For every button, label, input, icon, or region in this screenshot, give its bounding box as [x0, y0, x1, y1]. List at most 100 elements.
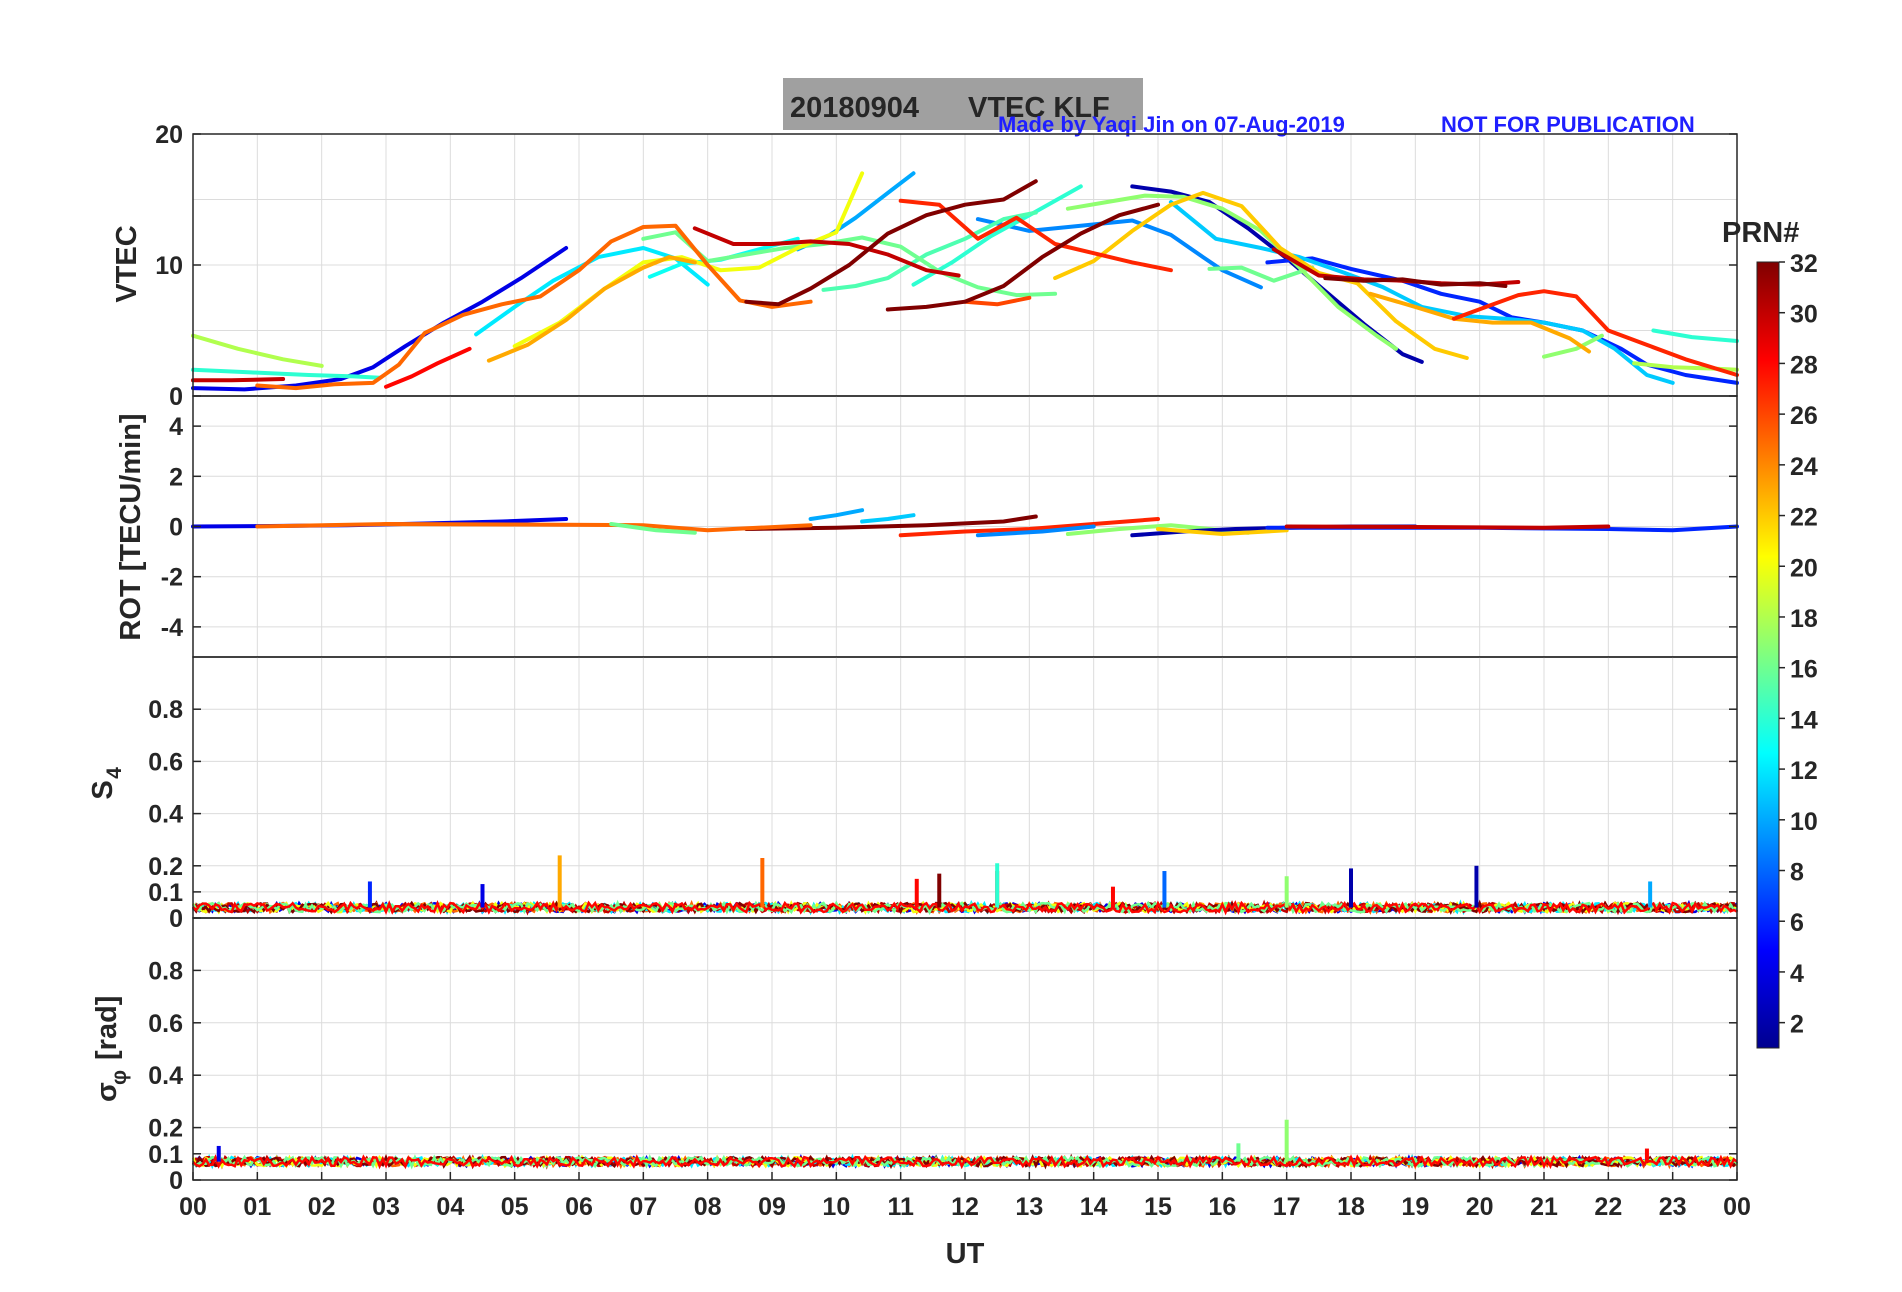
- series-line-prn-23: [1368, 291, 1591, 354]
- series-line-prn-16: [609, 522, 697, 535]
- x-tick-label: 04: [436, 1193, 464, 1221]
- series-line-prn-11: [860, 513, 916, 524]
- series-line-prn-15: [821, 210, 1038, 292]
- svg-text:S: S: [87, 780, 119, 799]
- y-tick-label: 0.4: [148, 1062, 183, 1090]
- series-line-prn-30: [1284, 524, 1611, 530]
- sigma-series: [191, 1119, 1739, 1170]
- series-line-prn-23: [486, 255, 697, 363]
- series-line-prn-14: [1651, 328, 1739, 343]
- x-tick-label: 00: [1723, 1193, 1751, 1221]
- x-axis-ticks: 00 01 02 03 04 05 06 07 08 09 10 11 12 13 14 15 16 17 18 19…: [179, 1172, 1751, 1221]
- y-tick-label: -4: [161, 614, 183, 642]
- series-line-prn-26: [963, 295, 1032, 307]
- x-tick-label: 12: [951, 1193, 979, 1221]
- rot-y-ticks: -4 -2 0 2 4: [161, 413, 1737, 642]
- colorbar-tick-label: 32: [1790, 250, 1818, 278]
- baseline-trace-prn-28: [192, 899, 1738, 916]
- series-line-prn-32: [1323, 276, 1508, 288]
- x-tick-label: 21: [1530, 1193, 1558, 1221]
- x-tick-label: 23: [1659, 1193, 1687, 1221]
- y-tick-label: 2: [169, 463, 183, 491]
- s4-ylabel: S 4: [87, 767, 126, 800]
- x-tick-label: 19: [1401, 1193, 1429, 1221]
- x-tick-label: 09: [758, 1193, 786, 1221]
- rot-ylabel: ROT [TECU/min]: [115, 413, 147, 640]
- x-tick-label: 15: [1144, 1193, 1172, 1221]
- y-tick-label: 0: [169, 514, 183, 542]
- x-tick-label: 08: [694, 1193, 722, 1221]
- x-tick-label: 14: [1080, 1193, 1108, 1221]
- vtec-ylabel: VTEC: [111, 225, 143, 302]
- x-tick-label: 07: [629, 1193, 657, 1221]
- x-tick-label: 16: [1208, 1193, 1236, 1221]
- series-line-prn-32: [744, 179, 1038, 307]
- colorbar-tick-label: 30: [1790, 301, 1818, 329]
- x-tick-label: 02: [308, 1193, 336, 1221]
- series-line-prn-17: [1065, 193, 1398, 351]
- sigma-ylabel: σ φ [rad]: [91, 996, 131, 1102]
- colorbar-tick-label: 14: [1790, 706, 1818, 734]
- s4-y-ticks: 00.10.2 0.4 0.6 0.8: [148, 696, 1737, 933]
- svg-text:φ: φ: [108, 1070, 131, 1085]
- series-line-prn-30: [692, 226, 961, 278]
- series-line-prn-9: [975, 217, 1263, 290]
- title-label: VTEC KLF: [968, 92, 1110, 124]
- y-tick-label: 0: [169, 383, 183, 411]
- notice-text: NOT FOR PUBLICATION: [1441, 112, 1695, 137]
- svg-text:[rad]: [rad]: [91, 996, 123, 1060]
- y-tick-label: 0.6: [148, 748, 183, 776]
- x-tick-label: 03: [372, 1193, 400, 1221]
- x-tick-label: 18: [1337, 1193, 1365, 1221]
- x-tick-label: 11: [887, 1193, 914, 1221]
- y-tick-label: 0.2: [148, 1115, 183, 1143]
- y-tick-label: 0.8: [148, 957, 183, 985]
- series-line-prn-28: [384, 346, 472, 389]
- series-line-prn-25: [255, 522, 813, 533]
- colorbar-tick-label: 26: [1790, 402, 1818, 430]
- y-tick-label: 0.4: [148, 801, 183, 829]
- x-tick-label: 20: [1466, 1193, 1494, 1221]
- title-date: 20180904: [790, 92, 919, 124]
- x-tick-label: 06: [565, 1193, 593, 1221]
- colorbar-tick-label: 20: [1790, 554, 1818, 582]
- sigma-panel: 00.10.2 0.4 0.6 0.8: [148, 917, 1739, 1195]
- series-line-prn-32: [885, 202, 1160, 312]
- series-line-prn-27: [1451, 289, 1739, 377]
- series-line-prn-30: [191, 377, 286, 383]
- series-line-prn-4: [191, 246, 569, 392]
- sigma-y-ticks: 00.10.2 0.4 0.6 0.8: [148, 957, 1737, 1195]
- colorbar-tick-label: 8: [1790, 859, 1804, 887]
- series-line-prn-18: [191, 333, 324, 368]
- sigma-grid: [192, 918, 1738, 1181]
- colorbar-tick-label: 24: [1790, 453, 1818, 481]
- series-line-prn-25: [255, 223, 813, 391]
- baseline-trace-prn-16: [192, 1153, 1739, 1170]
- colorbar-tick-label: 12: [1790, 757, 1818, 785]
- series-line-prn-22: [1053, 190, 1469, 360]
- colorbar-title: PRN#: [1722, 217, 1799, 249]
- rot-series: [191, 508, 1739, 538]
- vtec-panel: 0 10 20: [155, 121, 1739, 411]
- x-tick-label: 22: [1594, 1193, 1622, 1221]
- x-axis-label: UT: [946, 1238, 985, 1270]
- x-tick-label: 10: [822, 1193, 850, 1221]
- y-tick-label: 20: [155, 121, 183, 149]
- y-tick-label: 0.1: [148, 1141, 183, 1169]
- colorbar-tick-label: 6: [1790, 909, 1804, 937]
- x-tick-label: 01: [243, 1193, 271, 1221]
- x-tick-label: 05: [501, 1193, 529, 1221]
- y-tick-label: 0.1: [148, 879, 183, 907]
- y-tick-label: 0: [169, 1167, 183, 1195]
- x-tick-label: 13: [1015, 1193, 1043, 1221]
- s4-grid: [192, 657, 1738, 919]
- y-tick-label: 0.8: [148, 696, 183, 724]
- colorbar-tick-label: 28: [1790, 351, 1818, 379]
- colorbar-tick-label: 4: [1790, 960, 1804, 988]
- x-tick-label: 17: [1273, 1193, 1301, 1221]
- vtec-series: [191, 171, 1739, 392]
- s4-panel: 00.10.2 0.4 0.6 0.8: [148, 656, 1739, 933]
- colorbar-tick-label: 16: [1790, 656, 1818, 684]
- series-line-prn-32: [744, 514, 1038, 531]
